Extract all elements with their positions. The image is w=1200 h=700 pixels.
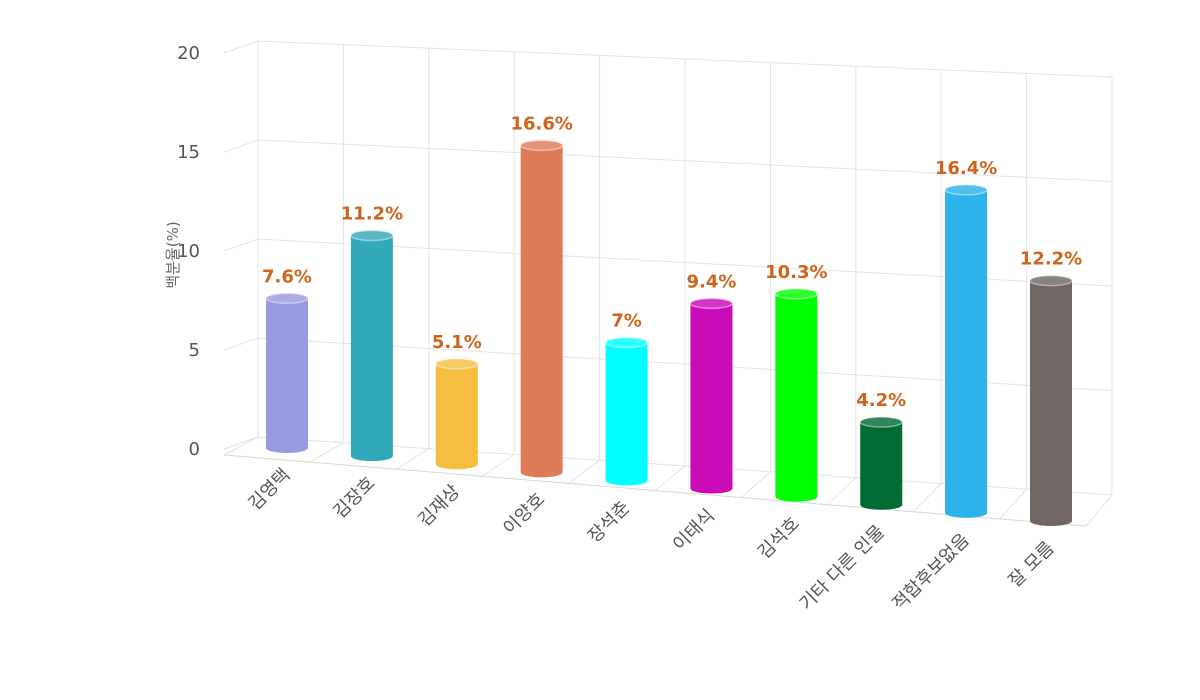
x-tick-label: 적합후보없음 [889,530,974,615]
x-tick-label: 김영택 [245,465,295,515]
x-axis-line [223,454,1087,527]
bar-top [604,336,649,349]
data-label: 9.4% [686,271,736,292]
floor-line [827,477,857,506]
floor-line [740,471,771,498]
bar-top [774,288,819,300]
floor-line [482,453,515,477]
x-tick-label: 김장호 [329,473,379,523]
bar [350,229,394,462]
x-tick-label: 기타 다른 인물 [796,521,889,614]
bar-body [690,303,733,494]
y-tick-label: 15 [177,142,200,163]
y-tick-label: 0 [189,439,200,460]
bar-top [519,139,564,152]
floor-line [913,483,942,513]
data-label: 10.3% [765,262,827,283]
bar-top [1029,274,1073,287]
floor-line [999,488,1027,520]
y-tick-label: 20 [177,43,200,64]
floor-line [396,448,430,470]
data-label: 12.2% [1020,249,1082,270]
bar [689,297,734,494]
data-label: 4.2% [856,390,906,411]
floor-line [223,436,259,456]
bar-top-highlight [945,184,988,195]
bar-top [265,292,309,305]
bar-body [775,293,818,502]
bar-body [520,145,563,478]
data-label: 7% [611,311,642,332]
bar-body [605,342,648,486]
data-label: 5.1% [432,332,482,353]
x-tick-label: 이양호 [499,489,549,539]
bar-body [350,235,393,462]
bar-top-highlight [605,337,648,348]
bar-top-highlight [520,140,563,151]
bar-body [1030,280,1072,526]
bar-top [689,297,734,310]
bar-body [435,363,478,470]
bar [774,288,819,502]
bar [944,184,988,518]
bar [604,336,649,486]
data-labels: 7.6% 11.2% 5.1% 16.6% 7% 9.4% 10.3% 4.2% 16.4% 12… [262,113,1082,411]
chart-grid [223,40,1113,527]
bar-top-highlight [266,293,308,304]
bar [519,139,564,478]
bar-body [266,298,308,453]
bar-top [350,229,394,242]
bar-series [265,139,1073,526]
x-tick-label: 김재상 [414,481,464,531]
bar [1029,274,1073,526]
data-label: 16.6% [510,113,572,134]
bar-top [435,358,479,370]
y-tick-label: 5 [189,340,200,361]
data-label: 7.6% [262,266,312,287]
side-gridline [223,436,259,450]
y-tick-label: 10 [177,241,200,262]
x-tick-label: 장석춘 [584,497,634,547]
side-gridline [223,40,259,54]
x-tick-label: 김석호 [754,513,804,563]
bar [265,292,309,453]
floor-line [568,459,600,484]
side-gridline [223,337,259,351]
floor-line [1085,494,1113,527]
floor-line [654,465,686,491]
bar-top-highlight [860,417,903,428]
x-tick-label: 잘 모름 [1005,538,1059,592]
y-axis: 0 5 10 15 20 [177,43,200,460]
bar [859,416,903,510]
bar-top [944,184,988,196]
y-axis-label: 백분율(%) [164,221,182,288]
side-gridline [223,238,259,252]
bar-top-highlight [775,288,818,299]
data-label: 11.2% [341,203,403,224]
x-tick-label: 이태식 [669,505,719,555]
side-gridline [223,139,259,153]
bar-body [945,189,988,518]
floor-line [309,442,344,463]
bar-top-highlight [350,230,393,241]
bar-top-highlight [690,298,733,309]
bar [435,358,479,470]
bar-top-highlight [1030,275,1072,286]
bar-top [859,416,903,428]
data-label: 16.4% [935,158,997,179]
bar-body [860,422,903,510]
bar-top-highlight [435,358,478,369]
